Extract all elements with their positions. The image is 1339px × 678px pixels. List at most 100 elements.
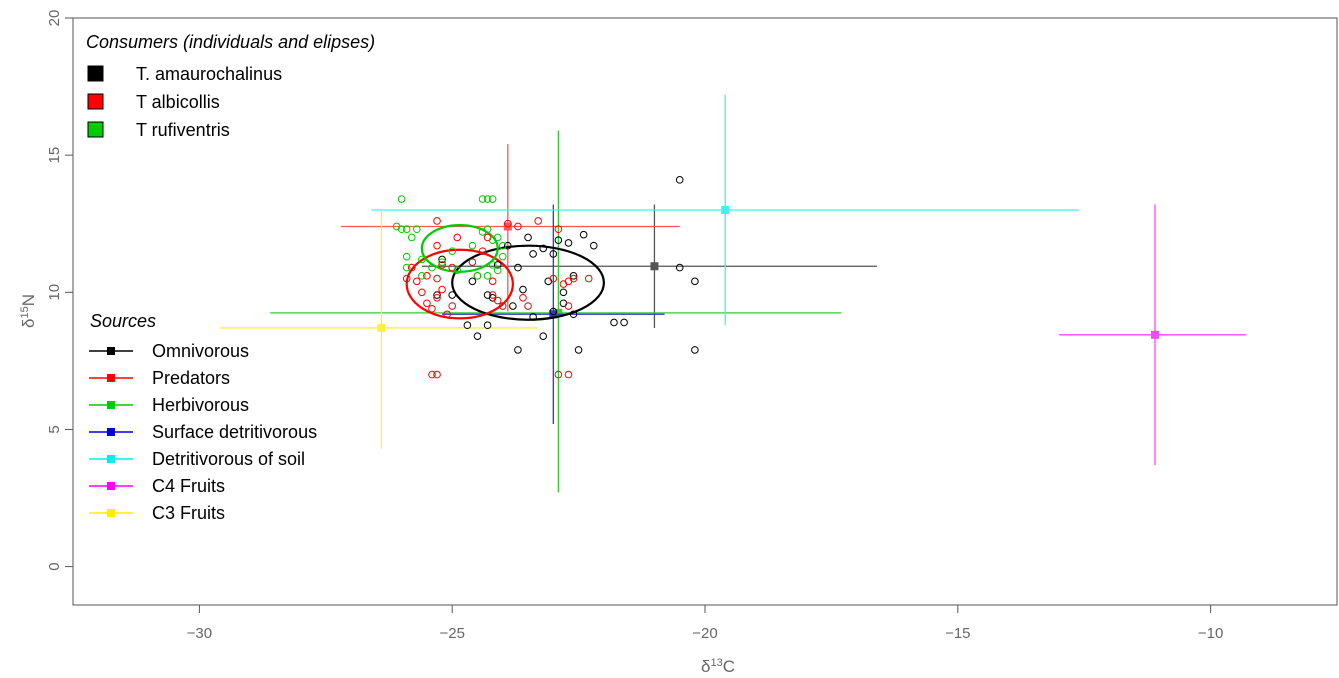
consumer-point [514,346,522,354]
consumer-point [428,263,436,272]
consumer-point [402,274,411,283]
consumer-point [423,299,431,308]
consumer-point [488,261,497,269]
consumer-point [453,266,462,275]
consumer-point [473,332,482,340]
consumer-point [564,239,573,247]
consumer-point [559,288,568,297]
consumer-point [564,277,573,286]
consumer-point [564,302,573,310]
x-tick-label: −25 [439,625,464,642]
legend-label: C4 Fruits [152,476,225,496]
consumer-point [473,272,482,280]
legend-label: Surface detritivorous [152,422,317,442]
consumer-point [691,277,699,286]
consumer-point [529,250,537,258]
consumer-point [569,310,578,319]
consumer-legend-item: T rufiventris [87,120,230,140]
consumer-point [402,263,411,272]
consumer-point [610,318,618,327]
consumer-point [433,274,441,283]
legend-marker [107,374,115,382]
consumer-point [493,233,502,242]
consumer-point [554,225,563,234]
legend-marker [107,455,115,463]
legend-label: T albicollis [136,92,220,112]
consumer-point [529,313,537,321]
consumer-point [544,277,553,286]
y-tick-label: 5 [46,425,63,433]
source-errorbar [421,204,877,328]
consumer-point [524,233,532,242]
consumer-point [433,241,441,250]
consumer-point [493,266,502,275]
consumer-point [498,252,507,261]
consumer-point [433,217,441,225]
consumer-point [549,274,558,283]
legend-marker [107,482,115,490]
consumer-point [402,225,411,234]
consumer-point [549,250,558,258]
consumer-point [675,263,684,272]
consumer-point [413,277,421,286]
consumer-point [402,252,411,261]
consumer-point [539,332,548,340]
consumer-point [519,285,527,294]
source-legend-title: Sources [90,311,156,331]
consumer-point [418,255,426,264]
consumer-point [579,230,588,239]
consumer-point [498,302,507,310]
consumer-point [504,241,512,250]
consumer-point [418,272,426,280]
consumer-point [428,370,436,379]
source-errorbar [340,144,680,312]
y-tick-label: 20 [46,10,63,27]
source-error-bars [219,94,1246,493]
consumer-point [589,241,598,250]
consumer-legend-item: T. amaurochalinus [87,64,282,84]
legend-label: Detritivorous of soil [152,449,305,469]
consumer-point [691,346,699,354]
source-mean [377,323,386,332]
source-legend-item: Herbivorous [89,395,249,415]
source-legend-item: C3 Fruits [89,503,225,523]
consumer-point [453,233,462,242]
consumer-point [423,272,431,280]
source-mean [554,308,563,317]
consumer-point [519,293,527,302]
consumer-point [554,236,563,244]
legend-swatch [87,65,104,82]
consumer-point [539,244,548,253]
source-legend-item: Detritivorous of soil [89,449,305,469]
consumer-point [433,293,441,302]
y-tick-label: 10 [46,284,63,301]
consumer-point [574,346,583,354]
consumer-point [433,291,441,299]
legend-marker [107,347,115,355]
consumer-point [620,318,628,327]
consumer-point [443,310,451,319]
consumer-point [407,233,416,242]
consumer-point [433,370,441,379]
consumer-point [463,321,472,330]
consumer-point [514,222,522,231]
source-mean [721,206,730,215]
consumer-point [498,241,507,250]
consumer-point [468,277,477,286]
consumer-point [493,261,502,269]
source-mean [1150,330,1159,339]
consumer-point [554,370,563,379]
y-axis: 0 5 10 15 20 [46,10,73,571]
x-axis-title: δ13C [701,657,735,676]
consumer-point [413,225,421,234]
consumer-point [483,321,492,330]
x-tick-label: −30 [187,625,212,642]
legend-label: T. amaurochalinus [136,64,282,84]
consumer-point [549,307,558,316]
consumer-point [478,195,487,203]
source-errorbar [371,94,1080,326]
source-mean [549,310,558,319]
consumer-point [569,272,578,280]
source-errorbar [1058,204,1246,466]
